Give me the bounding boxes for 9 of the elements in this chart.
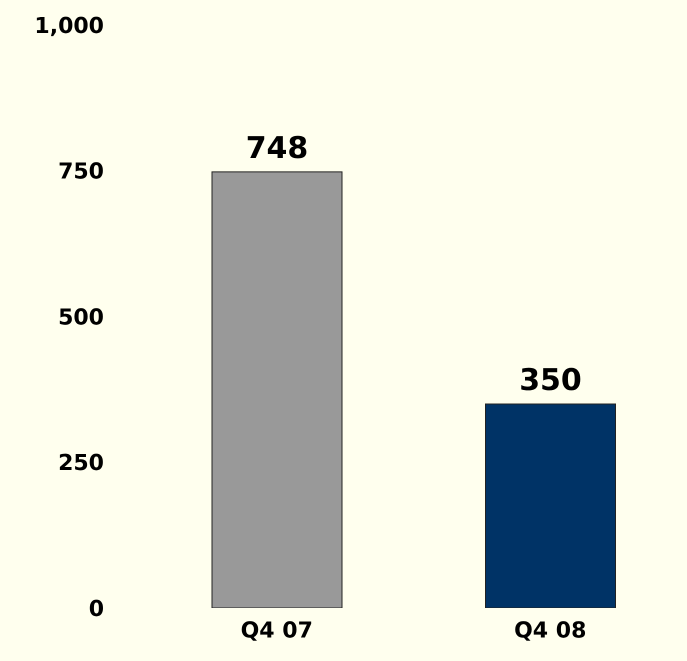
y-tick-label: 0 bbox=[88, 596, 104, 622]
data-label: 748 bbox=[246, 130, 308, 166]
y-tick-label: 250 bbox=[58, 451, 104, 476]
y-tick-label: 750 bbox=[58, 160, 104, 185]
x-tick-label: Q4 07 bbox=[240, 618, 313, 644]
data-label: 350 bbox=[519, 362, 582, 398]
y-tick-label: 1,000 bbox=[34, 14, 104, 39]
y-tick-label: 500 bbox=[58, 305, 104, 330]
x-tick-label: Q4 08 bbox=[514, 618, 586, 644]
